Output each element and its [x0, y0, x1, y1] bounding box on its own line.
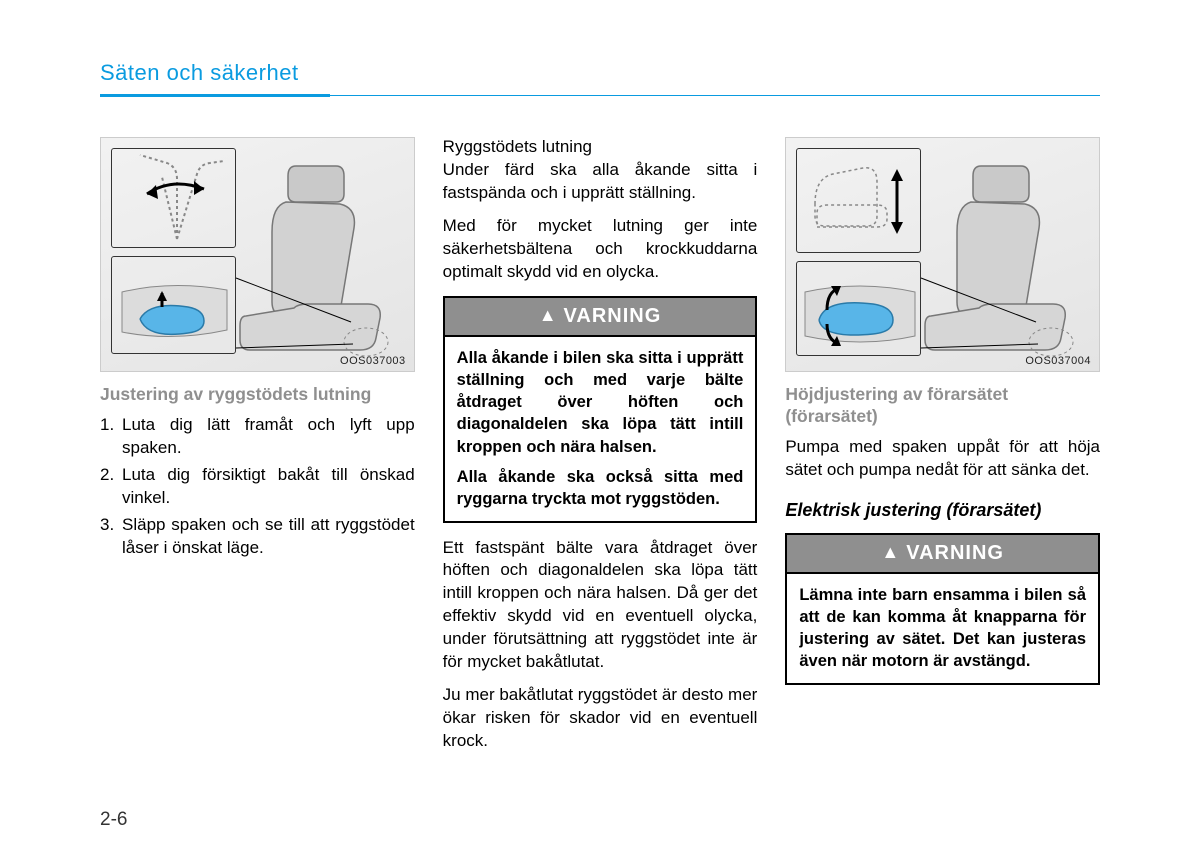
warning-text: Alla åkande i bilen ska sitta i upprätt …	[457, 347, 744, 458]
warning-body: Alla åkande i bilen ska sitta i upprätt …	[445, 337, 756, 521]
figure-code: OOS037004	[1025, 355, 1091, 367]
warning-label: VARNING	[906, 542, 1004, 564]
rule-thick	[100, 94, 330, 97]
header-rule	[100, 94, 1100, 97]
figure-height: OOS037004	[785, 137, 1100, 372]
warning-text: Alla åkande ska också sitta med ryggarna…	[457, 466, 744, 511]
body-paragraph: Med för mycket lutning ger inte säkerhet…	[443, 215, 758, 284]
warning-header: ▲ VARNING	[445, 298, 756, 337]
subhead-recline: Justering av ryggstödets lutning	[100, 384, 415, 406]
steps-list: Luta dig lätt framåt och lyft upp spaken…	[100, 414, 415, 560]
seat-illustration-icon	[216, 146, 406, 366]
warning-box: ▲ VARNING Alla åkande i bilen ska sitta i…	[443, 296, 758, 523]
body-paragraph: Under färd ska alla åkande sitta i fasts…	[443, 159, 758, 205]
seat-illustration-icon	[901, 146, 1091, 366]
warning-label: VARNING	[564, 305, 662, 327]
inset-lever-icon	[111, 256, 236, 354]
column-3: OOS037004 Höjdjustering av förarsätet (f…	[785, 137, 1100, 763]
subhead-height: Höjdjustering av förarsätet (förarsätet)	[785, 384, 1100, 428]
column-2: Ryggstödets lutning Under färd ska alla …	[443, 137, 758, 763]
manual-page: Säten och säkerhet	[0, 0, 1200, 861]
figure-recline: OOS037003	[100, 137, 415, 372]
step-item: Luta dig lätt framåt och lyft upp spaken…	[100, 414, 415, 460]
paragraph-title: Ryggstödets lutning	[443, 137, 758, 157]
content-columns: OOS037003 Justering av ryggstödets lutni…	[100, 137, 1100, 763]
figure-code: OOS037003	[340, 355, 406, 367]
step-item: Släpp spaken och se till att ryggstödet …	[100, 514, 415, 560]
body-paragraph: Ett fastspänt bälte vara åtdraget över h…	[443, 537, 758, 675]
column-1: OOS037003 Justering av ryggstödets lutni…	[100, 137, 415, 763]
step-item: Luta dig försiktigt bakåt till önskad vi…	[100, 464, 415, 510]
warning-body: Lämna inte barn ensamma i bilen så att d…	[787, 574, 1098, 683]
warning-text: Lämna inte barn ensamma i bilen så att d…	[799, 584, 1086, 673]
inset-height-icon	[796, 148, 921, 253]
body-paragraph: Ju mer bakåtlutat ryggstödet är desto me…	[443, 684, 758, 753]
subhead-electric: Elektrisk justering (förarsätet)	[785, 500, 1100, 521]
body-paragraph: Pumpa med spaken uppåt för att höja säte…	[785, 436, 1100, 482]
rule-thin	[330, 95, 1100, 96]
warning-triangle-icon: ▲	[881, 542, 900, 563]
warning-header: ▲ VARNING	[787, 535, 1098, 574]
warning-box: ▲ VARNING Lämna inte barn ensamma i bilen…	[785, 533, 1100, 685]
inset-recline-icon	[111, 148, 236, 248]
warning-triangle-icon: ▲	[539, 305, 558, 326]
inset-pump-lever-icon	[796, 261, 921, 356]
chapter-title: Säten och säkerhet	[100, 60, 1100, 86]
page-number: 2-6	[100, 809, 127, 831]
